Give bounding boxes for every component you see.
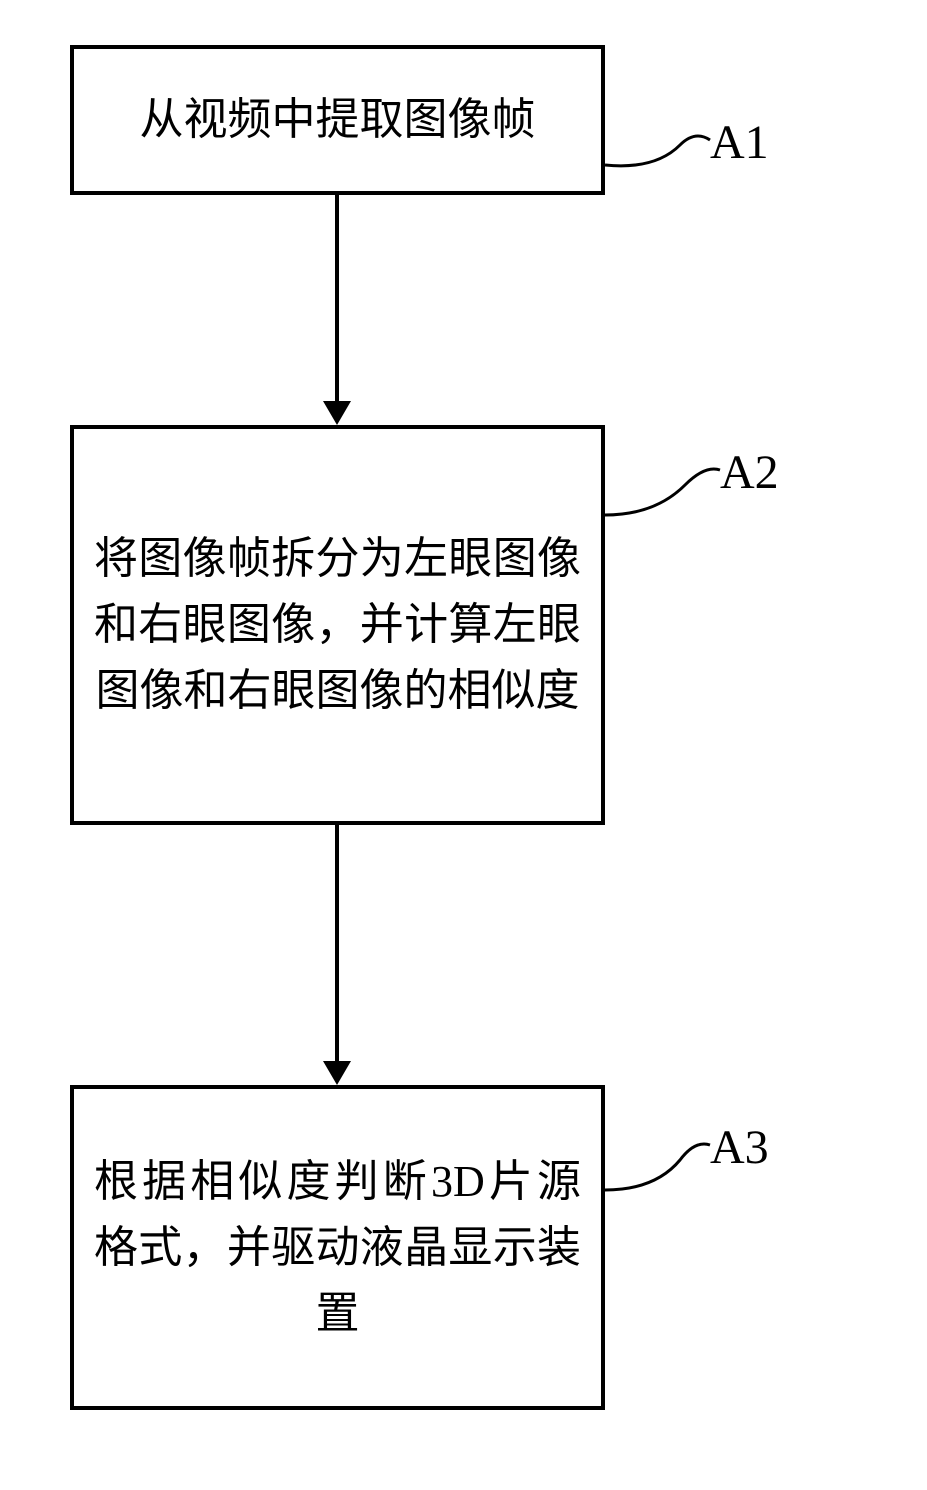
arrow-a2-a3 bbox=[335, 825, 339, 1061]
node-a1-text: 从视频中提取图像帧 bbox=[120, 77, 556, 163]
arrow-head-a2-a3 bbox=[323, 1061, 351, 1085]
node-a3-text: 根据相似度判断3D片源格式，并驱动液晶显示装置 bbox=[74, 1139, 601, 1357]
label-a3: A3 bbox=[710, 1120, 769, 1175]
flowchart-node-a3: 根据相似度判断3D片源格式，并驱动液晶显示装置 bbox=[70, 1085, 605, 1410]
arrow-a1-a2 bbox=[335, 195, 339, 401]
arrow-head-a1-a2 bbox=[323, 401, 351, 425]
flowchart-node-a1: 从视频中提取图像帧 bbox=[70, 45, 605, 195]
label-a2: A2 bbox=[720, 445, 779, 500]
flowchart-node-a2: 将图像帧拆分为左眼图像和右眼图像，并计算左眼图像和右眼图像的相似度 bbox=[70, 425, 605, 825]
label-a1: A1 bbox=[710, 115, 769, 170]
connector-a3 bbox=[605, 1110, 715, 1200]
node-a2-text: 将图像帧拆分为左眼图像和右眼图像，并计算左眼图像和右眼图像的相似度 bbox=[74, 516, 601, 734]
connector-a2 bbox=[605, 435, 725, 525]
connector-a1 bbox=[605, 105, 715, 185]
